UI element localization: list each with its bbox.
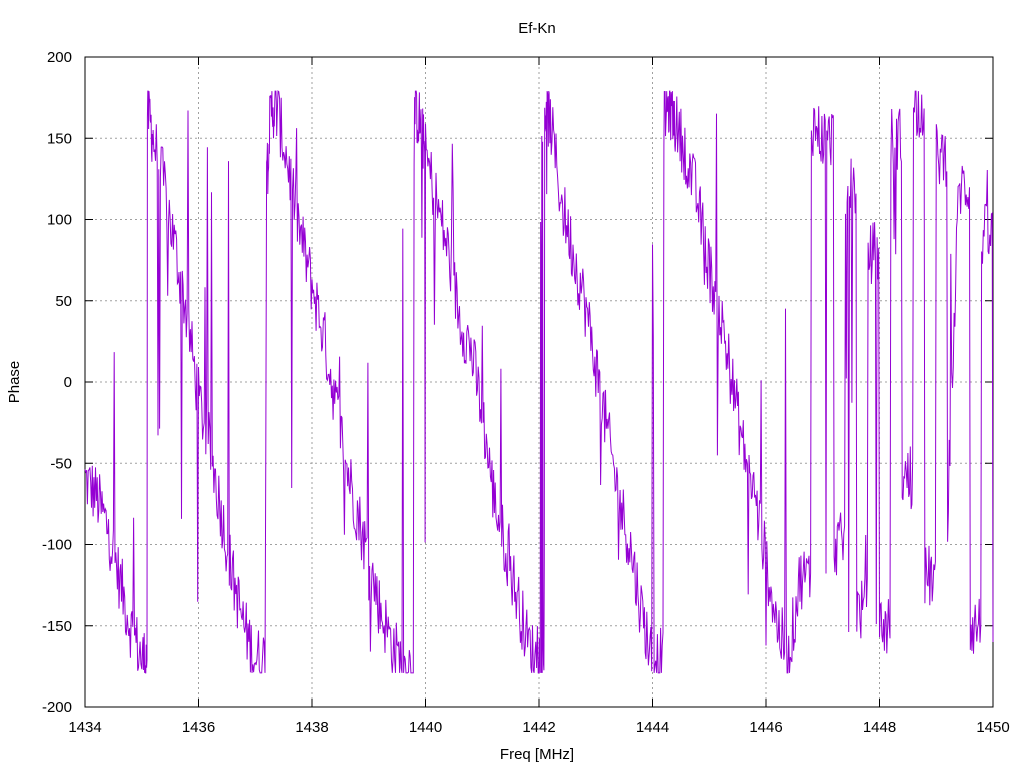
chart-title: Ef-Kn <box>518 20 556 37</box>
y-tick-labels: -200 -150 -100 -50 0 50 100 150 200 <box>42 49 72 716</box>
x-axis-label: Freq [MHz] <box>500 746 574 763</box>
x-tick-label: 1434 <box>68 719 101 736</box>
y-tick-label: -150 <box>42 618 72 635</box>
y-tick-label: 100 <box>47 212 72 229</box>
x-tick-label: 1448 <box>863 719 896 736</box>
y-tick-label: 50 <box>55 293 72 310</box>
y-tick-label: -50 <box>50 455 72 472</box>
x-tick-label: 1450 <box>976 719 1009 736</box>
x-tick-label: 1444 <box>636 719 669 736</box>
x-tick-label: 1436 <box>182 719 215 736</box>
y-tick-label: -200 <box>42 699 72 716</box>
y-axis-label: Phase <box>6 361 23 404</box>
tick-marks <box>84 56 994 708</box>
x-tick-labels: 1434 1436 1438 1440 1442 1444 1446 1448 1450 <box>68 719 1009 736</box>
x-tick-label: 1442 <box>522 719 555 736</box>
y-tick-label: 200 <box>47 49 72 66</box>
series-line-ef-kn <box>84 90 994 674</box>
y-tick-label: 0 <box>64 374 72 391</box>
x-tick-label: 1440 <box>409 719 442 736</box>
x-tick-label: 1446 <box>749 719 782 736</box>
y-tick-label: 150 <box>47 130 72 147</box>
x-tick-label: 1438 <box>295 719 328 736</box>
y-tick-label: -100 <box>42 537 72 554</box>
